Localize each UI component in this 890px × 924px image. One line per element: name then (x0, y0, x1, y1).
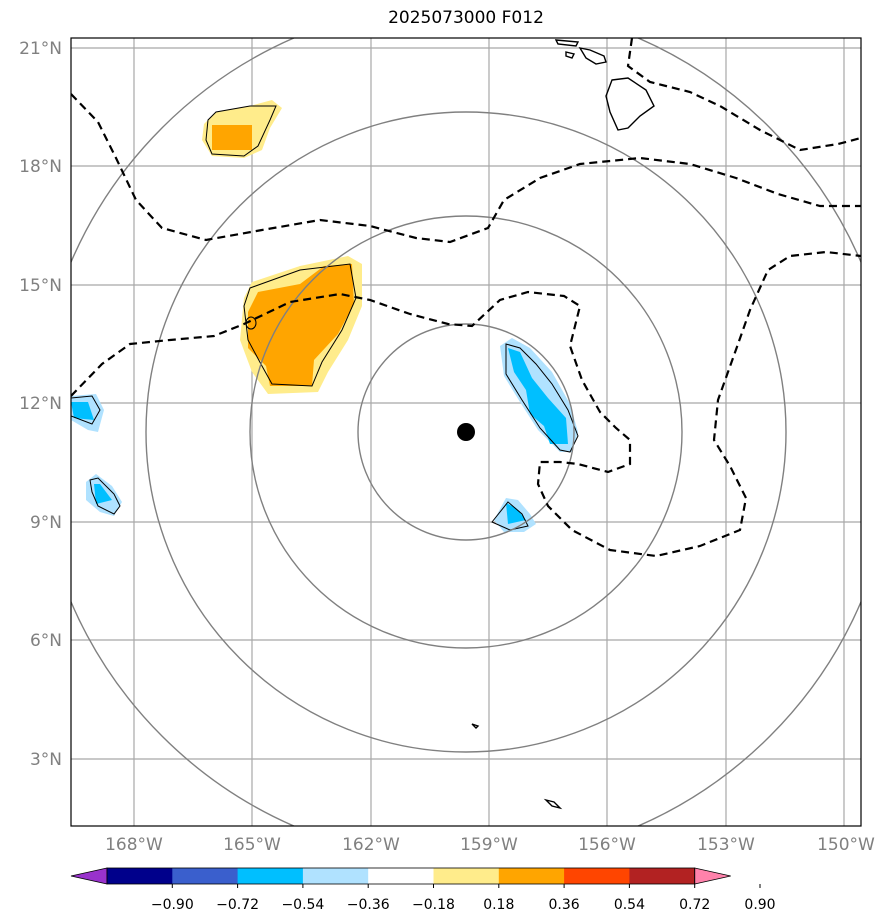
lat-label: 15°N (19, 276, 62, 296)
colorbar-tick-label: −0.90 (151, 897, 194, 913)
colorbar-cell (629, 868, 696, 884)
range-rings (71, 38, 861, 826)
colorbar-tick-label: 0.36 (549, 897, 580, 913)
island-outline (605, 77, 655, 131)
chart-title: 2025073000 F012 (388, 8, 544, 28)
lon-label: 168°W (105, 835, 163, 855)
contour-line (205, 105, 277, 157)
colorbar-cell (107, 868, 173, 884)
colorbar-tick-label: −0.72 (216, 897, 259, 913)
lat-label: 12°N (19, 394, 62, 414)
positive-patch-dark (212, 125, 252, 150)
map-frame (70, 37, 862, 827)
colorbar: −0.90 −0.72 −0.54 −0.36 −0.18 0.18 0.36 0.54 0.7… (70, 867, 776, 913)
colorbar-tick-label: −0.36 (347, 897, 390, 913)
colorbar-cell (172, 868, 239, 884)
island-outline (565, 51, 576, 59)
lon-label: 165°W (223, 835, 281, 855)
map-panel (70, 37, 862, 827)
colorbar-cell (564, 868, 630, 884)
range-ring (357, 323, 575, 541)
colorbar-cells (70, 867, 731, 885)
colorbar-cell (302, 868, 369, 884)
positive-patch-dark (248, 264, 354, 386)
colorbar-cell (368, 868, 434, 884)
contour-line (491, 501, 529, 531)
range-ring (249, 215, 683, 649)
lat-label: 18°N (19, 157, 62, 177)
contour-line (71, 395, 101, 425)
colorbar-tick-label: 0.72 (679, 897, 710, 913)
island-outline (543, 798, 563, 810)
colorbar-cell (237, 868, 304, 884)
lon-label: 162°W (342, 835, 400, 855)
colorbar-tick-label: 0.90 (744, 897, 775, 913)
colorbar-extend-low (70, 867, 108, 885)
island-outline (554, 39, 580, 47)
island-outline (578, 47, 607, 65)
colorbar-tick-label: 0.54 (614, 897, 645, 913)
coastlines (471, 39, 655, 810)
lat-label: 3°N (30, 750, 62, 770)
island-outline (471, 723, 480, 729)
lat-label: 9°N (30, 513, 62, 533)
dashed-contours (71, 38, 861, 558)
negative-patch-dark (71, 402, 94, 420)
lon-label: 156°W (578, 835, 636, 855)
contour-line (89, 477, 121, 515)
colorbar-ticks: −0.90 −0.72 −0.54 −0.36 −0.18 0.18 0.36 0.54 0.7… (151, 884, 776, 913)
colorbar-extend-high (694, 867, 731, 885)
contour-line (243, 263, 357, 387)
colorbar-frame (106, 867, 696, 885)
colorbar-tick-label: −0.18 (412, 897, 455, 913)
lon-label: 159°W (460, 835, 518, 855)
latitude-labels: 21°N 18°N 15°N 12°N 9°N 6°N 3°N (19, 39, 62, 770)
range-ring (145, 111, 787, 753)
negative-patch-dark (506, 503, 526, 524)
graticule (71, 38, 861, 826)
longitude-labels: 168°W 165°W 162°W 159°W 156°W 153°W 150°… (105, 835, 875, 855)
negative-patch-dark (508, 348, 568, 444)
colorbar-tick-label: −0.54 (281, 897, 324, 913)
lon-label: 153°W (697, 835, 755, 855)
dashed-contour (71, 93, 861, 244)
colorbar-tick-label: 0.18 (483, 897, 514, 913)
storm-center-dot (457, 423, 475, 441)
colorbar-cell (498, 868, 565, 884)
negative-patch-dark (94, 484, 112, 504)
dashed-contour (71, 250, 861, 558)
lon-label: 150°W (817, 835, 875, 855)
colorbar-cell (433, 868, 500, 884)
lat-label: 6°N (30, 631, 62, 651)
lat-label: 21°N (19, 39, 62, 59)
